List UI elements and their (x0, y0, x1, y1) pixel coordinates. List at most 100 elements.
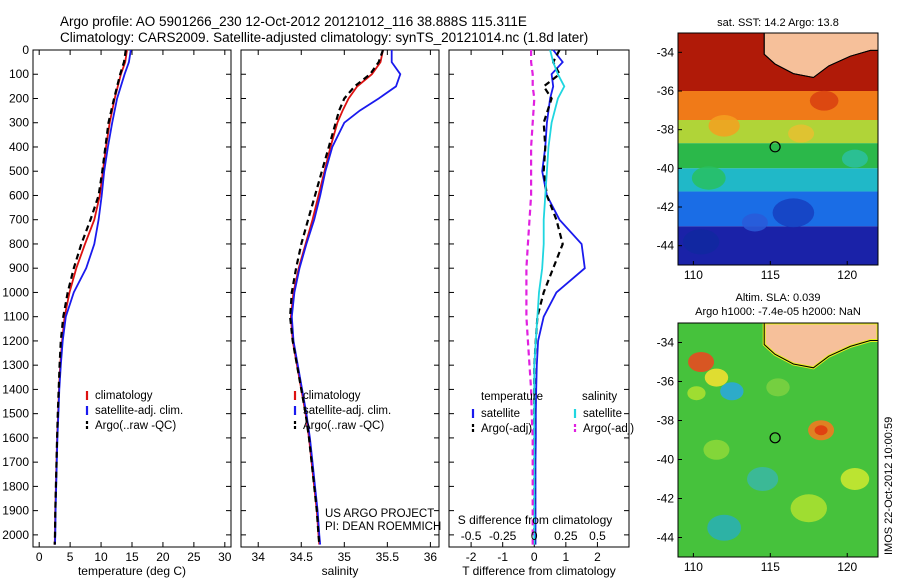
legend-label: satellite-adj. clim. (95, 405, 183, 417)
y-tick-label: 600 (9, 188, 29, 202)
series-line-argo (533, 49, 564, 545)
sla-patch (790, 494, 827, 523)
y-tick-label: -40 (657, 453, 675, 467)
top-tick-label: -0.25 (489, 529, 517, 543)
y-tick-label: -34 (657, 336, 675, 350)
y-tick-label: -34 (657, 45, 675, 59)
top-tick-label: 0 (531, 529, 538, 543)
sst-patch (682, 229, 720, 255)
y-tick-label: 0 (22, 43, 29, 57)
x-tick-label: 34 (252, 550, 266, 564)
legend-label: Argo(..raw -QC) (303, 420, 384, 432)
legend-label: Argo(-adj) (583, 423, 634, 435)
y-tick-label: 500 (9, 164, 29, 178)
project-note: US ARGO PROJECT (325, 508, 434, 520)
sla-patch (704, 368, 729, 387)
top-axis-label: S difference from climatology (458, 513, 613, 527)
y-tick-label: 1600 (2, 431, 29, 445)
x-tick-label: 115 (761, 560, 780, 574)
sla-map-title-line-1: Altim. SLA: 0.039 (736, 292, 821, 304)
map-content (678, 33, 878, 265)
y-tick-label: 400 (9, 140, 29, 154)
y-tick-label: 1400 (2, 382, 29, 396)
coastline (763, 323, 878, 369)
sst-patch (772, 198, 815, 228)
x-tick-label: 36 (424, 550, 438, 564)
argo-position-marker (769, 141, 781, 153)
temperature-panel: 0 5 10 15 20 25 30 temperature (deg C) 0 100 200 30… (2, 43, 232, 578)
x-tick-label: 0 (531, 550, 538, 564)
sst-patch (691, 166, 726, 190)
y-tick-label: -42 (657, 200, 675, 214)
sla-patch (720, 382, 744, 401)
sla-patch (840, 468, 870, 490)
series-line-salinity_satellite (533, 49, 566, 545)
y-tick-label: 1200 (2, 334, 29, 348)
sst-band (678, 168, 878, 192)
series-line-satellite (54, 49, 132, 545)
sst-patch (809, 90, 839, 111)
x-tick-label: 110 (684, 268, 703, 282)
sla-patch (814, 425, 828, 436)
axes-frame (240, 49, 440, 548)
series-line-argo (288, 49, 385, 545)
map-frame (677, 322, 879, 558)
series-line-satellite (534, 49, 586, 545)
y-tick-label: -36 (657, 84, 675, 98)
x-tick-label: 35 (338, 550, 352, 564)
sst-map-title: sat. SST: 14.2 Argo: 13.8 (717, 17, 839, 29)
sst-patch (741, 213, 768, 232)
sla-patch (688, 352, 715, 372)
legend-label: climatology (95, 390, 153, 402)
sst-band (678, 91, 878, 120)
figure-title-line-2: Climatology: CARS2009. Satellite-adjuste… (60, 30, 588, 45)
x-tick-label: -1 (497, 550, 508, 564)
sla-map-title-line-2: Argo h1000: -7.4e-05 h2000: NaN (695, 306, 861, 318)
legend-header-salinity: salinity (582, 391, 617, 403)
x-tick-label: 35.5 (376, 550, 400, 564)
x-tick-label: 2 (594, 550, 601, 564)
x-tick-label: 20 (156, 550, 170, 564)
x-tick-label: 115 (761, 268, 780, 282)
y-tick-label: 1900 (2, 504, 29, 518)
sst-band (678, 120, 878, 144)
project-note: PI: DEAN ROEMMICH (325, 521, 441, 533)
sla-patch (687, 386, 706, 401)
sst-patch (788, 124, 815, 143)
x-tick-label: -2 (466, 550, 477, 564)
map-content (678, 323, 878, 557)
imos-timestamp: IMOS 22-Oct-2012 10:00:59 (883, 417, 895, 555)
coastline (763, 33, 878, 79)
y-tick-label: -44 (657, 239, 675, 253)
y-tick-label: -36 (657, 375, 675, 389)
figure-title-line-1: Argo profile: AO 5901266_230 12-Oct-2012… (60, 14, 527, 29)
legend-label: Argo(-adj) (481, 423, 532, 435)
map-frame (677, 32, 879, 266)
sla-map-panel: Altim. SLA: 0.039 Argo h1000: -7.4e-05 h2… (657, 292, 879, 574)
sst-map-panel: sat. SST: 14.2 Argo: 13.8 110 115 120 -34 -36… (657, 17, 879, 282)
x-tick-label: 30 (218, 550, 232, 564)
x-axis-label: temperature (deg C) (78, 564, 186, 578)
sla-patch (707, 514, 742, 541)
difference-panel: -2 -1 0 1 2T difference from climatology S di… (448, 49, 634, 578)
y-tick-label: 800 (9, 237, 29, 251)
y-tick-label: 900 (9, 261, 29, 275)
top-tick-label: 0.5 (589, 529, 606, 543)
series-line-salinity_argo (525, 50, 536, 545)
sla-patch (703, 439, 730, 460)
y-tick-label: 2000 (2, 528, 29, 542)
axes-frame (32, 49, 232, 548)
y-tick-label: 300 (9, 116, 29, 130)
y-tick-label: 1800 (2, 479, 29, 493)
sst-patch (841, 149, 868, 168)
x-axis-label: T difference from climatology (462, 564, 616, 578)
x-tick-label: 5 (67, 550, 74, 564)
y-tick-label: -44 (657, 531, 675, 545)
x-tick-label: 110 (684, 560, 703, 574)
x-tick-label: 10 (94, 550, 108, 564)
legend-label: climatology (303, 390, 361, 402)
y-tick-label: -38 (657, 414, 675, 428)
y-tick-label: -40 (657, 161, 675, 175)
y-tick-label: 1100 (3, 310, 29, 324)
